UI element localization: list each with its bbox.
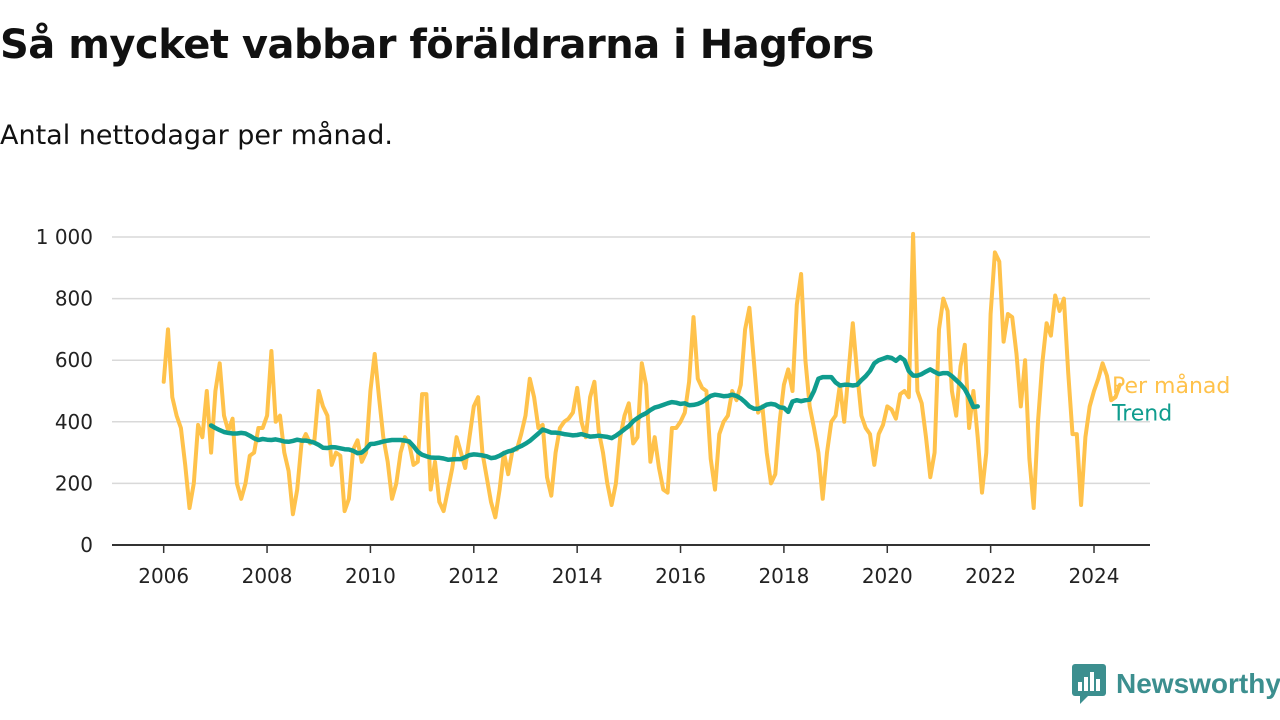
series-line-trend — [208, 354, 980, 462]
x-tick-label: 2022 — [965, 564, 1016, 588]
brand-name: Newsworthy — [1116, 668, 1280, 699]
y-tick-label: 400 — [55, 410, 93, 434]
y-tick-label: 1 000 — [36, 225, 93, 249]
y-axis-labels: 0 200 400 600 800 1 000 — [36, 225, 93, 557]
y-tick-label: 800 — [55, 287, 93, 311]
x-tick-label: 2024 — [1069, 564, 1120, 588]
x-tick-label: 2012 — [448, 564, 499, 588]
x-tick-label: 2010 — [345, 564, 396, 588]
series-layer — [161, 231, 1122, 520]
x-tick-label: 2006 — [138, 564, 189, 588]
x-tick-label: 2020 — [862, 564, 913, 588]
newsworthy-logo-icon — [1072, 664, 1106, 704]
legend-label-trend: Trend — [1111, 401, 1172, 426]
x-axis: 2006 2008 2010 2012 2014 2016 2018 2020 2022 2024 — [112, 544, 1150, 588]
legend-label-per-manad: Per månad — [1112, 373, 1230, 399]
x-tick-label: 2016 — [655, 564, 706, 588]
x-tick-label: 2014 — [552, 564, 603, 588]
x-tick-label: 2018 — [758, 564, 809, 588]
y-tick-label: 200 — [55, 471, 93, 495]
chart-subtitle: Antal nettodagar per månad. — [0, 120, 393, 151]
x-tick-label: 2008 — [242, 564, 293, 588]
brand-logo-group: Newsworthy — [1072, 664, 1280, 704]
y-tick-label: 600 — [55, 348, 93, 372]
y-tick-label: 0 — [80, 533, 93, 557]
series-line-per-manad — [161, 231, 1122, 520]
chart-title: Så mycket vabbar föräldrarna i Hagfors — [0, 22, 874, 68]
